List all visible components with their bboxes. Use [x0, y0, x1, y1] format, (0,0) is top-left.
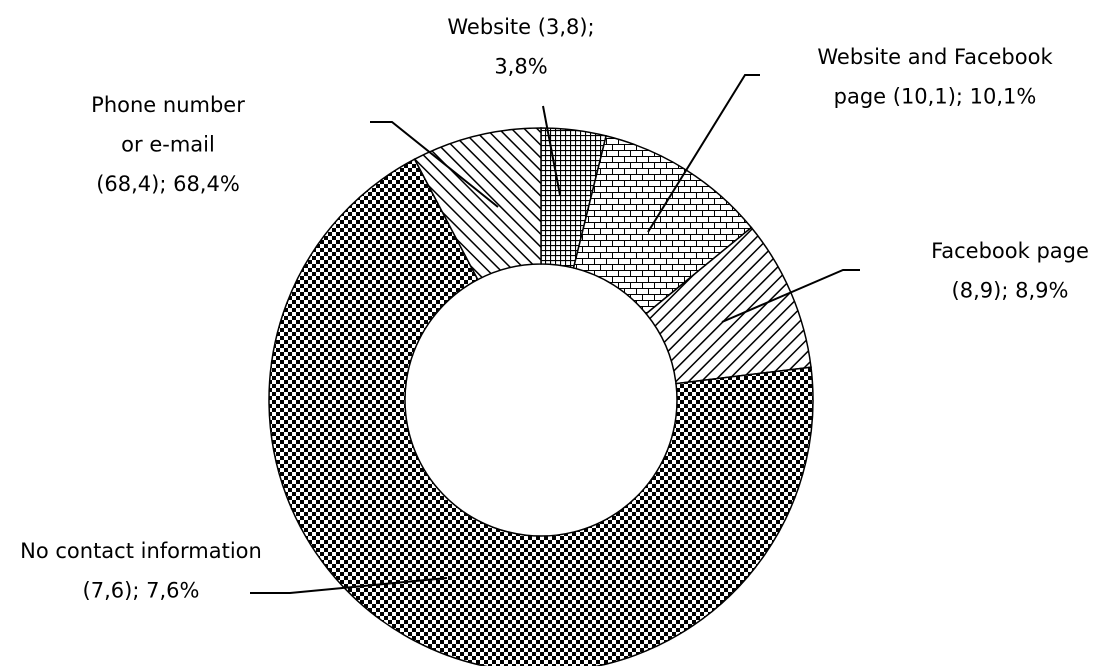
leader-lines: [250, 74, 860, 594]
slice-label: Website (3,8);: [447, 15, 594, 39]
leader-line: [647, 74, 760, 233]
slice-label: page (10,1); 10,1%: [834, 85, 1037, 109]
labels: Website (3,8); 3,8% Website and Facebook pa…: [20, 15, 1089, 603]
slice-label: Facebook page: [931, 239, 1089, 263]
leader-line: [370, 121, 499, 208]
slice: [268, 158, 814, 666]
slice-label: (68,4); 68,4%: [96, 172, 240, 196]
leader-line: [542, 105, 561, 196]
slices: [268, 127, 814, 666]
slice-label: Website and Facebook: [817, 45, 1053, 69]
slice-label: (8,9); 8,9%: [952, 279, 1069, 303]
slice-label: 3,8%: [494, 55, 547, 79]
leader-line: [250, 577, 448, 594]
slice-label: (7,6); 7,6%: [83, 579, 200, 603]
leader-line: [721, 269, 860, 323]
slice-label: or e-mail: [121, 133, 215, 157]
slice-label: No contact information: [20, 539, 262, 563]
slice-label: Phone number: [91, 93, 245, 117]
